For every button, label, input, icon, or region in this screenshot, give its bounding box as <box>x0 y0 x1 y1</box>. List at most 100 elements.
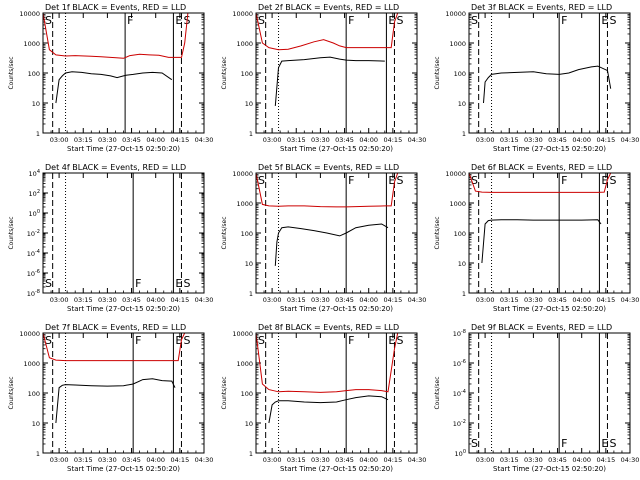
x-axis-label: Start Time (27-Oct-15 02:50:20) <box>493 305 606 313</box>
y-tick-label: 10 <box>245 100 253 108</box>
x-tick-label: 03:00 <box>50 456 69 464</box>
x-tick-label: 04:00 <box>359 456 378 464</box>
x-tick-label: 03:00 <box>263 296 282 304</box>
y-axis-label: Counts/sec <box>8 216 15 249</box>
x-tick-label: 03:45 <box>548 136 567 144</box>
x-tick-label: 03:30 <box>524 296 543 304</box>
x-tick-label: 03:30 <box>311 136 330 144</box>
events-series-line <box>274 56 385 106</box>
event-marker-label: F <box>135 334 141 347</box>
y-tick-label: 104 <box>29 169 40 178</box>
plot-frame <box>42 12 205 134</box>
x-tick-label: 03:15 <box>500 296 519 304</box>
x-tick-label: 04:30 <box>621 296 640 304</box>
y-tick-label: 1000 <box>236 200 253 208</box>
chart-panel-8: Det 8f BLACK = Events, RED = LLD Counts/s… <box>221 323 426 473</box>
x-tick-label: 03:30 <box>524 136 543 144</box>
x-tick-label: 03:45 <box>548 296 567 304</box>
y-tick-label: 1 <box>249 130 253 138</box>
y-axis-label: Counts/sec <box>221 56 228 89</box>
events-series-line <box>481 219 602 264</box>
x-tick-label: 03:30 <box>311 296 330 304</box>
x-tick-label: 03:30 <box>524 456 543 464</box>
x-tick-label: 04:15 <box>383 136 402 144</box>
x-tick-label: 03:45 <box>548 456 567 464</box>
x-tick-label: 04:00 <box>572 136 591 144</box>
x-tick-label: 04:15 <box>170 296 189 304</box>
chart-panel-4: Det 4f BLACK = Events, RED = LLD Counts/s… <box>8 163 213 313</box>
x-tick-label: 04:15 <box>170 136 189 144</box>
x-tick-label: 03:00 <box>476 296 495 304</box>
event-marker-label: F <box>561 174 567 187</box>
x-tick-label: 03:30 <box>98 136 117 144</box>
event-marker-label: E <box>388 174 395 187</box>
x-tick-label: 03:45 <box>122 136 141 144</box>
event-marker-label: S <box>471 437 478 450</box>
y-axis-label: Counts/sec <box>434 56 441 89</box>
x-axis-label: Start Time (27-Oct-15 02:50:20) <box>493 465 606 473</box>
plot-frame <box>42 332 205 454</box>
x-axis-label: Start Time (27-Oct-15 02:50:20) <box>280 465 393 473</box>
y-tick-label: 1000 <box>236 40 253 48</box>
x-tick-label: 03:15 <box>500 136 519 144</box>
x-tick-label: 03:45 <box>122 456 141 464</box>
event-marker-label: S <box>396 14 403 27</box>
x-tick-label: 04:00 <box>146 136 165 144</box>
y-tick-label: 10-8 <box>27 289 40 298</box>
lld-series-line <box>42 12 189 59</box>
x-tick-label: 03:15 <box>287 136 306 144</box>
y-tick-label: 10 <box>32 420 40 428</box>
y-tick-label: 1 <box>462 130 466 138</box>
event-marker-label: S <box>471 174 478 187</box>
chart-panel-1: Det 1f BLACK = Events, RED = LLD Counts/s… <box>8 3 213 153</box>
chart-panel-3: Det 3f BLACK = Events, RED = LLD Counts/s… <box>434 3 639 153</box>
x-tick-label: 04:00 <box>146 456 165 464</box>
event-marker-label: F <box>561 14 567 27</box>
chart-panel-7: Det 7f BLACK = Events, RED = LLD Counts/s… <box>8 323 213 473</box>
y-tick-label: 10 <box>32 100 40 108</box>
chart-title: Det 7f BLACK = Events, RED = LLD <box>45 323 186 332</box>
y-axis-label: Counts/sec <box>8 376 15 409</box>
x-tick-label: 03:15 <box>74 136 93 144</box>
x-tick-label: 04:30 <box>408 456 427 464</box>
x-tick-label: 04:00 <box>359 296 378 304</box>
plot-frame <box>255 12 418 134</box>
y-tick-label: 1 <box>36 130 40 138</box>
x-tick-label: 04:00 <box>572 456 591 464</box>
event-marker-label: F <box>348 14 354 27</box>
y-tick-label: 1 <box>462 290 466 298</box>
event-marker-label: E <box>175 334 182 347</box>
chart-title: Det 4f BLACK = Events, RED = LLD <box>45 163 186 172</box>
x-tick-label: 04:00 <box>146 296 165 304</box>
lld-series-line <box>255 172 399 208</box>
chart-panel-6: Det 6f BLACK = Events, RED = LLD Counts/s… <box>434 163 639 313</box>
lld-series-line <box>468 172 612 193</box>
event-marker-label: S <box>396 334 403 347</box>
chart-title: Det 9f BLACK = Events, RED = LLD <box>471 323 612 332</box>
y-tick-label: 100 <box>28 390 40 398</box>
event-marker-label: S <box>258 174 265 187</box>
y-tick-label: 1000 <box>449 40 466 48</box>
y-tick-label: 1 <box>249 450 253 458</box>
x-axis-label: Start Time (27-Oct-15 02:50:20) <box>493 145 606 153</box>
x-tick-label: 03:15 <box>74 296 93 304</box>
event-marker-label: F <box>348 174 354 187</box>
y-axis-label: Counts/sec <box>434 216 441 249</box>
x-tick-label: 04:15 <box>596 296 615 304</box>
y-tick-label: 1000 <box>449 200 466 208</box>
x-tick-label: 04:00 <box>359 136 378 144</box>
event-marker-label: S <box>45 14 52 27</box>
y-tick-label: 10000 <box>445 10 466 18</box>
plot-frame <box>255 172 418 294</box>
x-axis-label: Start Time (27-Oct-15 02:50:20) <box>67 145 180 153</box>
y-tick-label: 10-2 <box>453 419 466 428</box>
x-tick-label: 03:15 <box>287 456 306 464</box>
x-tick-label: 03:45 <box>122 296 141 304</box>
chart-title: Det 5f BLACK = Events, RED = LLD <box>258 163 399 172</box>
x-tick-label: 04:15 <box>596 136 615 144</box>
y-tick-label: 1000 <box>23 360 40 368</box>
event-marker-label: E <box>601 174 608 187</box>
chart-title: Det 6f BLACK = Events, RED = LLD <box>471 163 612 172</box>
event-marker-label: E <box>175 277 182 290</box>
y-tick-label: 1000 <box>23 40 40 48</box>
